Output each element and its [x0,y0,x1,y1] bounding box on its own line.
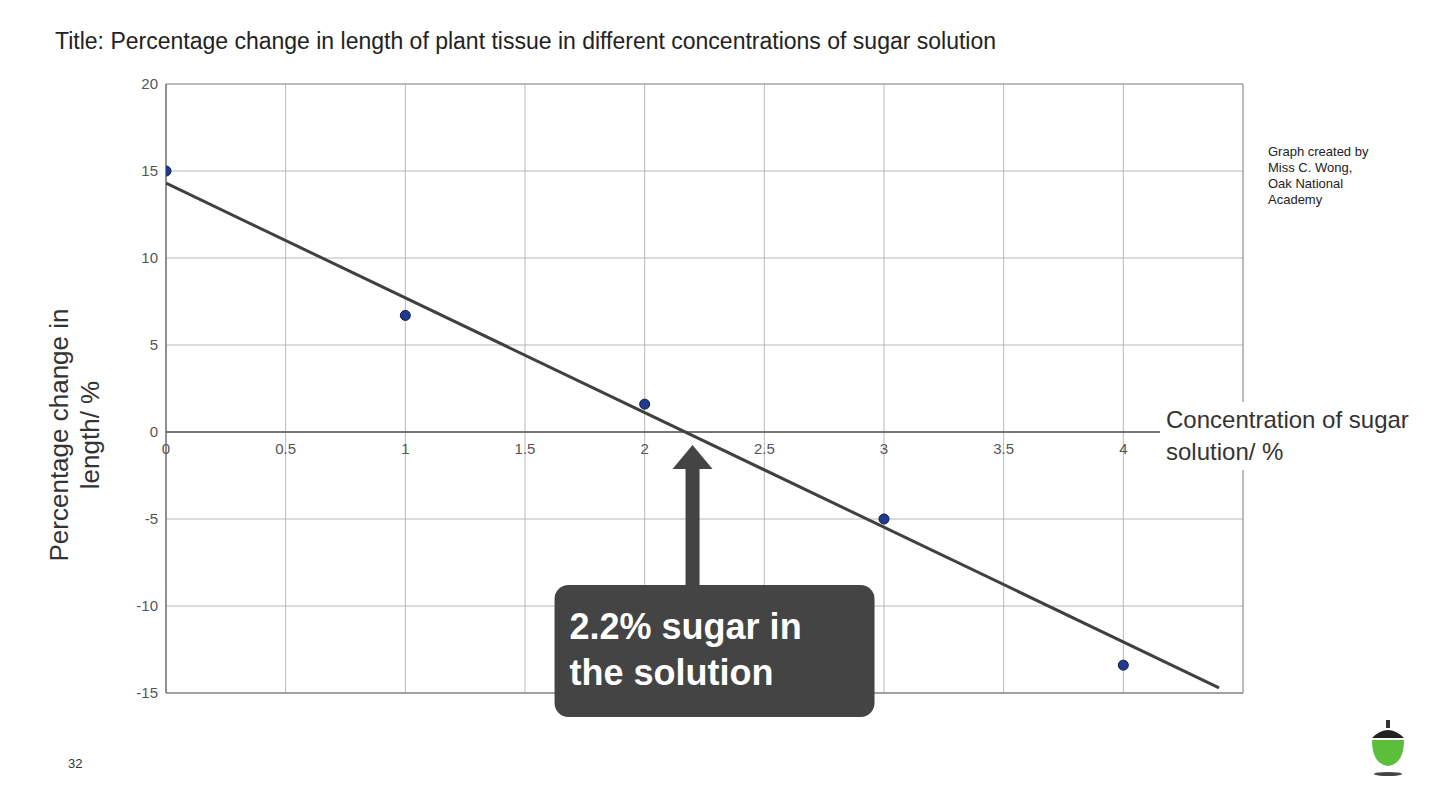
svg-text:-10: -10 [136,597,158,614]
html-text:Concentration of sugar solutio: Concentration of sugar solution/ % [1166,406,1409,465]
html-text:Title: Percentage change in le: Title: Percentage change in length of pl… [55,28,996,54]
svg-text:-15: -15 [136,684,158,701]
svg-text:1: 1 [401,440,409,457]
svg-text:-5: -5 [145,510,158,527]
svg-text:2: 2 [640,440,648,457]
svg-text:4: 4 [1119,440,1127,457]
svg-text:15: 15 [141,162,158,179]
svg-text:2.5: 2.5 [754,440,775,457]
svg-text:10: 10 [141,249,158,266]
svg-text:3: 3 [880,440,888,457]
svg-text:0: 0 [162,440,170,457]
svg-text:3.5: 3.5 [993,440,1014,457]
html-text:Percentage change in length/ %: Percentage change in length/ % [44,308,105,562]
svg-text:the solution: the solution [570,652,774,693]
svg-text:0: 0 [150,423,158,440]
svg-text:2.2% sugar in: 2.2% sugar in [570,606,802,647]
html-text:Graph created by Miss C. Wong,: Graph created by Miss C. Wong, Oak Natio… [1268,144,1369,207]
svg-text:20: 20 [141,75,158,92]
html-text:32: 32 [68,756,83,771]
svg-text:0.5: 0.5 [275,440,296,457]
svg-text:1.5: 1.5 [515,440,536,457]
svg-text:5: 5 [150,336,158,353]
